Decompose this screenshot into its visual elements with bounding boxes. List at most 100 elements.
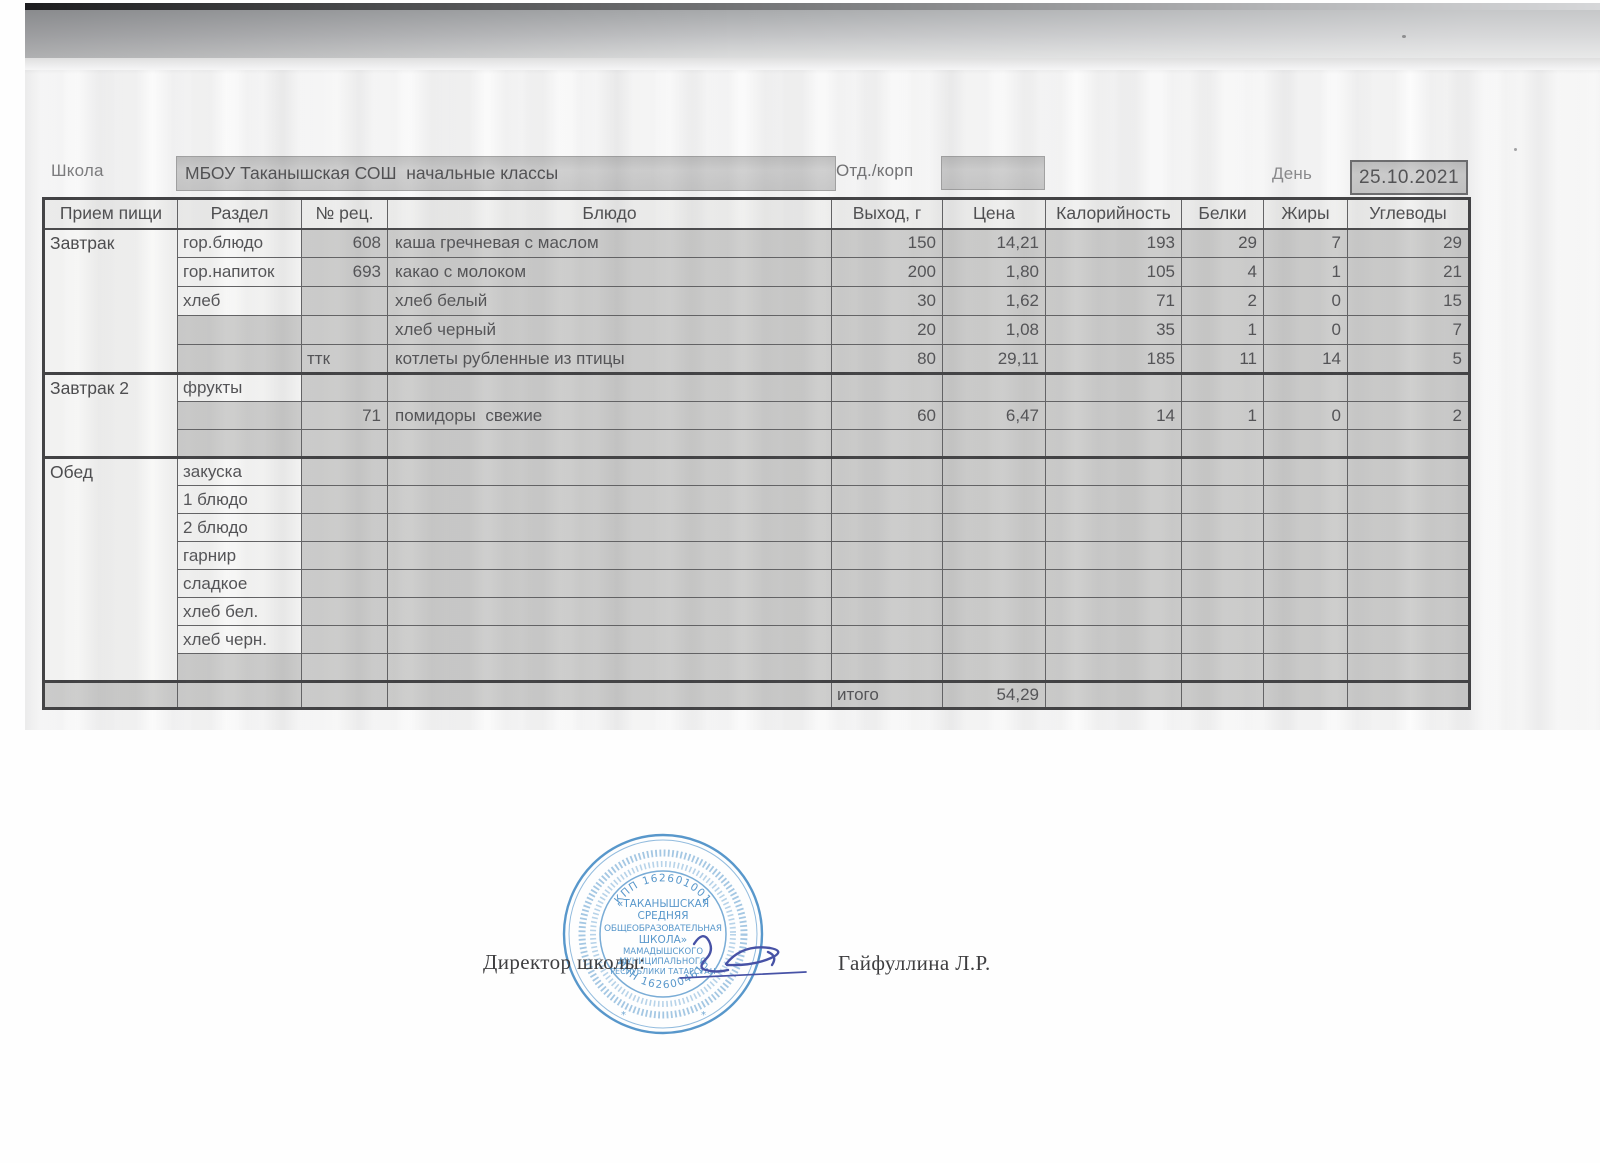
table-row: сладкое bbox=[44, 569, 1470, 598]
table-row: Завтрак гор.блюдо 608 каша гречневая с м… bbox=[43, 228, 1470, 374]
razdel-cell: гор.напиток bbox=[177, 257, 302, 287]
razdel-cell: хлеб bbox=[177, 286, 302, 316]
razdel-cell: 1 блюдо bbox=[177, 485, 302, 514]
rec-cell bbox=[301, 315, 388, 345]
carbs-cell: 2 bbox=[1347, 401, 1470, 430]
total-row: итого 54,29 bbox=[43, 680, 1470, 709]
table-row: гарнир bbox=[44, 541, 1470, 570]
out-cell: 30 bbox=[831, 286, 943, 316]
fat-cell: 1 bbox=[1263, 257, 1348, 287]
stamp-line: ОБЩЕОБРАЗОВАТЕЛЬНАЯ bbox=[604, 924, 722, 934]
stamp-line: «ТАКАНЫШСКАЯ bbox=[617, 898, 709, 910]
rec-cell: 608 bbox=[301, 228, 388, 258]
dept-label: Отд./корп bbox=[836, 161, 914, 180]
razdel-cell: 2 блюдо bbox=[177, 513, 302, 542]
table-row: ттк котлеты рубленные из птицы 80 29,11 … bbox=[44, 344, 1470, 374]
price-cell: 6,47 bbox=[942, 401, 1046, 430]
fat-cell bbox=[1263, 372, 1348, 402]
dish-cell: хлеб черный bbox=[387, 315, 832, 345]
price-cell bbox=[942, 429, 1046, 458]
table-row: Обед закуска bbox=[43, 456, 1470, 682]
razdel-cell bbox=[177, 344, 302, 374]
stamp-line: ШКОЛА» bbox=[639, 934, 687, 946]
dish-cell: хлеб белый bbox=[387, 286, 832, 316]
table-row: Завтрак 2 фрукты bbox=[43, 372, 1470, 458]
director-name: Гайфуллина Л.Р. bbox=[838, 951, 991, 975]
col-header: Блюдо bbox=[387, 198, 832, 230]
table-row: 2 блюдо bbox=[44, 513, 1470, 542]
razdel-cell bbox=[177, 429, 302, 458]
carbs-cell: 21 bbox=[1347, 257, 1470, 287]
protein-cell: 29 bbox=[1181, 228, 1264, 258]
fat-cell: 0 bbox=[1263, 401, 1348, 430]
protein-cell bbox=[1181, 456, 1264, 486]
protein-cell: 2 bbox=[1181, 286, 1264, 316]
carbs-cell bbox=[1347, 456, 1470, 486]
stamp-line: СРЕДНЯЯ bbox=[638, 910, 689, 922]
director-signature bbox=[679, 935, 807, 979]
kcal-cell: 35 bbox=[1045, 315, 1182, 345]
razdel-cell: закуска bbox=[177, 456, 302, 486]
fat-cell: 0 bbox=[1263, 286, 1348, 316]
col-header: № рец. bbox=[301, 198, 388, 230]
day-value-field: 25.10.2021 bbox=[1350, 160, 1468, 195]
dish-cell: какао с молоком bbox=[387, 257, 832, 287]
rec-cell: ттк bbox=[301, 344, 388, 374]
col-header: Углеводы bbox=[1347, 198, 1470, 230]
table-row: хлеб хлеб белый 30 1,62 71 2 0 15 bbox=[44, 286, 1470, 316]
dish-cell bbox=[387, 429, 832, 458]
fat-cell bbox=[1263, 456, 1348, 486]
total-label: итого bbox=[831, 680, 943, 709]
table-row: 71 помидоры свежие 60 6,47 14 1 0 2 bbox=[44, 401, 1470, 430]
fat-cell: 14 bbox=[1263, 344, 1348, 374]
protein-cell: 1 bbox=[1181, 401, 1264, 430]
scan-speck bbox=[1402, 35, 1406, 38]
table-row bbox=[44, 429, 1470, 458]
stamp-star: * bbox=[621, 1010, 626, 1021]
kcal-cell bbox=[1045, 372, 1182, 402]
table-row: гор.напиток 693 какао с молоком 200 1,80… bbox=[44, 257, 1470, 287]
out-cell bbox=[831, 372, 943, 402]
stamp-line: МУНИЦИПАЛЬНОГО bbox=[619, 957, 707, 967]
menu-table: Прием пищи Раздел № рец. Блюдо Выход, г … bbox=[42, 197, 1471, 710]
col-header: Белки bbox=[1181, 198, 1264, 230]
razdel-cell: гарнир bbox=[177, 541, 302, 570]
razdel-cell bbox=[177, 653, 302, 682]
fat-cell: 7 bbox=[1263, 228, 1348, 258]
kcal-cell: 14 bbox=[1045, 401, 1182, 430]
table-row: хлеб бел. bbox=[44, 597, 1470, 626]
school-value-field: МБОУ Таканышская СОШ начальные классы bbox=[176, 156, 836, 191]
price-cell: 29,11 bbox=[942, 344, 1046, 374]
col-header: Жиры bbox=[1263, 198, 1348, 230]
razdel-cell: хлеб черн. bbox=[177, 625, 302, 654]
scanner-gray-band bbox=[25, 10, 1600, 58]
meal-name: Обед bbox=[43, 456, 178, 682]
kcal-cell bbox=[1045, 429, 1182, 458]
table-row: хлеб черн. bbox=[44, 625, 1470, 654]
stamp-line: РЕСПУБЛИКИ ТАТАРСТАН bbox=[610, 967, 716, 976]
razdel-cell: гор.блюдо bbox=[177, 228, 302, 258]
protein-cell: 1 bbox=[1181, 315, 1264, 345]
table-row bbox=[44, 653, 1470, 682]
razdel-cell: фрукты bbox=[177, 372, 302, 402]
carbs-cell bbox=[1347, 429, 1470, 458]
protein-cell: 11 bbox=[1181, 344, 1264, 374]
scanner-dark-edge bbox=[25, 3, 1600, 11]
carbs-cell: 15 bbox=[1347, 286, 1470, 316]
dish-cell: каша гречневая с маслом bbox=[387, 228, 832, 258]
stamp-star: * bbox=[701, 1010, 706, 1021]
total-value: 54,29 bbox=[942, 680, 1046, 709]
out-cell bbox=[831, 429, 943, 458]
protein-cell bbox=[1181, 372, 1264, 402]
rec-cell: 71 bbox=[301, 401, 388, 430]
out-cell: 80 bbox=[831, 344, 943, 374]
price-cell: 1,62 bbox=[942, 286, 1046, 316]
kcal-cell: 185 bbox=[1045, 344, 1182, 374]
kcal-cell bbox=[1045, 456, 1182, 486]
stamp-line: МАМАДЫШСКОГО bbox=[623, 947, 703, 957]
price-cell: 1,80 bbox=[942, 257, 1046, 287]
out-cell: 20 bbox=[831, 315, 943, 345]
razdel-cell bbox=[177, 315, 302, 345]
price-cell: 14,21 bbox=[942, 228, 1046, 258]
